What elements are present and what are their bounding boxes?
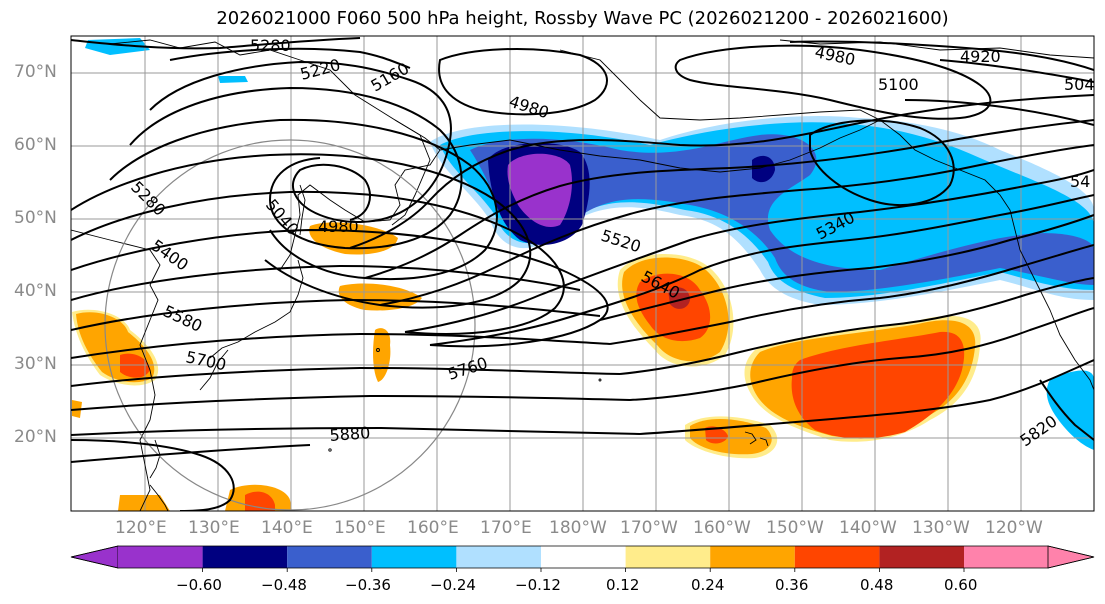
height-contours: [71, 37, 1094, 511]
lon-label: 120°W: [985, 518, 1043, 538]
colorbar-tick-label: −0.48: [261, 576, 307, 594]
colorbar-tick-label: −0.36: [345, 576, 391, 594]
lon-label: 150°W: [766, 518, 824, 538]
lon-label: 150°E: [334, 518, 386, 538]
contour-label: 4920: [960, 47, 1001, 66]
lon-label: 130°E: [188, 518, 240, 538]
map-title: 2026021000 F060 500 hPa height, Rossby W…: [216, 8, 949, 29]
lon-label: 170°W: [620, 518, 678, 538]
lat-label: 40°N: [14, 281, 57, 301]
negative-anomaly-purple: [507, 153, 572, 228]
lat-label: 60°N: [14, 135, 57, 155]
colorbar-extend-max: [1047, 545, 1095, 569]
map-border: [70, 35, 1095, 512]
lon-label: 130°W: [912, 518, 970, 538]
contour-label: 504: [1064, 75, 1095, 94]
lat-label: 70°N: [14, 62, 57, 82]
lon-label: 140°E: [261, 518, 313, 538]
positive-anomaly-darkred: [668, 287, 690, 309]
lon-label: 170°E: [480, 518, 532, 538]
colorbar-tick-label: −0.12: [515, 576, 561, 594]
colorbar-tick-label: 0.48: [860, 576, 894, 594]
contour-label: 5880: [329, 423, 371, 445]
colorbar-tick-label: 0.24: [691, 576, 725, 594]
colorbar-tick-label: −0.60: [176, 576, 222, 594]
lat-label: 50°N: [14, 208, 57, 228]
colorbar-tick-label: 0.36: [775, 576, 809, 594]
range-circle: [104, 139, 476, 511]
lon-label: 160°W: [693, 518, 751, 538]
lon-label: 120°E: [115, 518, 167, 538]
positive-anomaly-red: [120, 273, 965, 511]
colorbar: [70, 545, 1095, 572]
colorbar-tick-label: −0.24: [430, 576, 476, 594]
colorbar-tick-label: 0.12: [606, 576, 640, 594]
colorbar-tick-label: 0.60: [944, 576, 978, 594]
lon-label: 180°W: [549, 518, 607, 538]
contour-label: 4980: [318, 217, 359, 236]
colorbar-extend-min: [70, 545, 119, 569]
contour-label: 54: [1070, 172, 1090, 191]
lat-label: 20°N: [14, 427, 57, 447]
lon-label: 140°W: [839, 518, 897, 538]
contour-label: 5280: [250, 36, 291, 55]
lat-label: 30°N: [14, 354, 57, 374]
lon-label: 160°E: [407, 518, 459, 538]
contour-label: 5100: [878, 75, 919, 94]
